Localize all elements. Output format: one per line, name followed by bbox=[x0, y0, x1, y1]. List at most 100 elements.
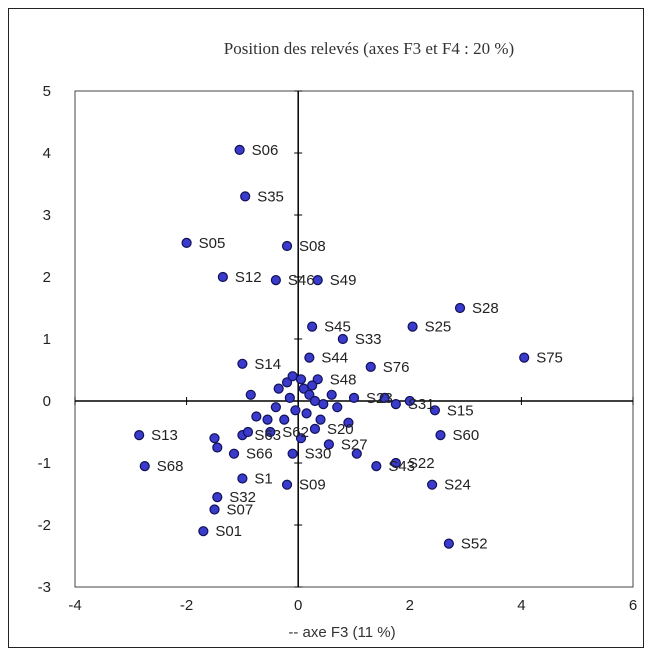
point-label: S24 bbox=[444, 477, 471, 494]
x-tick-label: 4 bbox=[517, 597, 525, 614]
point-label: S49 bbox=[330, 272, 357, 289]
data-point bbox=[390, 457, 401, 469]
y-tick-label: -2 bbox=[38, 517, 51, 534]
data-points bbox=[134, 144, 530, 549]
data-point bbox=[379, 392, 390, 403]
x-tick-label: -2 bbox=[180, 597, 193, 614]
y-tick-label: 0 bbox=[43, 393, 51, 410]
data-point bbox=[351, 448, 362, 459]
data-point bbox=[404, 395, 415, 407]
data-point bbox=[304, 389, 315, 400]
data-point bbox=[198, 526, 209, 537]
x-axis-label: -- axe F3 (11 %) bbox=[288, 624, 395, 641]
point-label: S13 bbox=[151, 427, 178, 444]
x-tick-label: 6 bbox=[629, 597, 637, 614]
data-point bbox=[242, 426, 254, 438]
data-point bbox=[519, 352, 530, 363]
point-label: S01 bbox=[215, 523, 242, 540]
data-point bbox=[287, 371, 298, 382]
y-tick-label: -3 bbox=[38, 579, 51, 596]
data-point bbox=[407, 321, 418, 332]
point-label: S28 bbox=[472, 300, 499, 317]
data-point bbox=[307, 380, 318, 391]
point-label: S23 bbox=[366, 390, 393, 407]
data-point bbox=[295, 374, 307, 385]
point-label: S20 bbox=[327, 421, 354, 438]
x-tick-label: 0 bbox=[294, 597, 302, 614]
data-point bbox=[287, 448, 298, 459]
data-point bbox=[429, 405, 441, 416]
data-point bbox=[279, 414, 290, 425]
data-point bbox=[371, 461, 382, 472]
point-label: S46 bbox=[288, 272, 315, 289]
data-point bbox=[312, 275, 323, 286]
y-tick-label: 5 bbox=[43, 83, 51, 100]
data-point bbox=[390, 399, 401, 410]
point-label: S52 bbox=[461, 536, 488, 553]
point-label: S05 bbox=[199, 235, 226, 252]
point-labels: S06 S35 S05 S08 S12 S46 S49 S28 S45 S25 S33 S75 S14 S… bbox=[151, 142, 563, 553]
data-point bbox=[318, 399, 329, 410]
point-label: S63 bbox=[254, 427, 281, 444]
data-point bbox=[209, 433, 220, 444]
scatter-chart: Position des relevés (axes F3 et F4 : 20… bbox=[38, 39, 638, 641]
data-point bbox=[301, 408, 312, 419]
data-point bbox=[270, 275, 281, 286]
point-label: S08 bbox=[299, 238, 326, 255]
point-label: S35 bbox=[257, 188, 284, 205]
point-label: S45 bbox=[324, 319, 351, 336]
data-point bbox=[290, 405, 301, 416]
data-point bbox=[326, 389, 337, 400]
data-point bbox=[228, 448, 240, 459]
data-point bbox=[237, 358, 248, 369]
data-point bbox=[304, 352, 315, 363]
data-point bbox=[312, 374, 323, 385]
data-point bbox=[315, 414, 326, 425]
data-point bbox=[281, 240, 293, 252]
data-point bbox=[309, 395, 321, 407]
data-point bbox=[181, 237, 192, 248]
point-label: S15 bbox=[447, 402, 474, 419]
point-label: S32 bbox=[229, 489, 256, 506]
data-point bbox=[343, 417, 354, 428]
data-point bbox=[337, 333, 348, 345]
point-label: S48 bbox=[330, 371, 357, 388]
point-label: S76 bbox=[383, 359, 410, 376]
data-point bbox=[323, 439, 334, 450]
point-label: S06 bbox=[252, 142, 279, 159]
data-point bbox=[281, 479, 293, 490]
data-point bbox=[284, 392, 295, 403]
y-tick-label: 3 bbox=[43, 207, 51, 224]
point-label: S66 bbox=[246, 446, 273, 463]
point-label: S68 bbox=[157, 458, 184, 475]
point-label: S75 bbox=[536, 350, 563, 367]
data-point bbox=[209, 504, 220, 515]
data-point bbox=[309, 423, 321, 434]
x-tick-label: 2 bbox=[406, 597, 414, 614]
plot-area bbox=[74, 90, 634, 588]
chart-frame: Position des relevés (axes F3 et F4 : 20… bbox=[8, 8, 644, 648]
y-tick-label: 1 bbox=[43, 331, 51, 348]
data-point bbox=[435, 430, 446, 441]
data-point bbox=[443, 538, 454, 549]
point-label: S25 bbox=[425, 319, 452, 336]
data-point bbox=[365, 361, 376, 372]
chart-title: Position des relevés (axes F3 et F4 : 20… bbox=[224, 39, 514, 58]
data-point bbox=[265, 426, 276, 438]
y-tick-label: -1 bbox=[38, 455, 51, 472]
point-label: S44 bbox=[321, 350, 348, 367]
point-label: S14 bbox=[254, 356, 281, 373]
data-point bbox=[251, 411, 262, 422]
data-point bbox=[427, 479, 438, 490]
data-point bbox=[273, 383, 284, 394]
data-point bbox=[281, 377, 293, 388]
point-label: S1 bbox=[254, 471, 272, 488]
data-point bbox=[237, 473, 248, 484]
data-point bbox=[217, 271, 228, 283]
data-point bbox=[212, 492, 223, 503]
data-point bbox=[245, 389, 256, 400]
point-label: S31 bbox=[408, 396, 435, 413]
point-label: S43 bbox=[388, 458, 415, 475]
point-label: S07 bbox=[227, 502, 254, 519]
tick-labels: -4 -2 0 2 4 6 -3 -2 -1 0 1 2 3 4 5 bbox=[38, 83, 638, 614]
